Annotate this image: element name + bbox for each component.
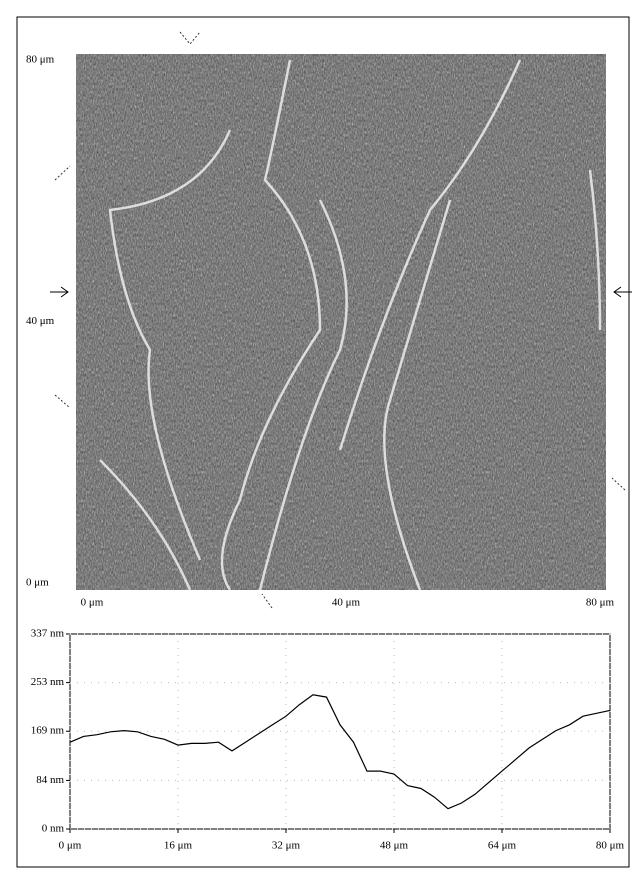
x-tick-label: 80 μm [596, 840, 625, 852]
x-tick-label: 64 μm [488, 840, 517, 852]
y-tick-label: 80 μm [26, 54, 55, 66]
y-tick-label: 169 nm [31, 725, 65, 737]
x-tick-label: 40 μm [332, 597, 361, 609]
plot-frame [69, 633, 611, 830]
x-tick-label: 80 μm [586, 597, 615, 609]
x-tick-label: 16 μm [164, 840, 193, 852]
y-tick-label: 337 nm [31, 628, 65, 640]
x-tick-label: 0 μm [59, 840, 82, 852]
y-tick-label: 0 nm [42, 823, 65, 835]
x-tick-label: 32 μm [272, 840, 301, 852]
profile-chart: 0 nm 84 nm 169 nm 253 nm 337 nm 0 μm 16 μm 32 μ… [31, 628, 625, 852]
profile-line [69, 694, 611, 810]
y-tick-label: 0 μm [26, 577, 49, 589]
y-tick-label: 40 μm [26, 315, 55, 327]
afm-image [50, 31, 632, 609]
image-axes: 0 μm 40 μm 80 μm 0 μm 40 μm 80 μm [26, 54, 615, 609]
y-tick-label: 253 nm [31, 676, 65, 688]
x-tick-label: 0 μm [81, 597, 104, 609]
y-tick-label: 84 nm [36, 774, 64, 786]
x-tick-label: 48 μm [380, 840, 409, 852]
frame [16, 16, 630, 868]
